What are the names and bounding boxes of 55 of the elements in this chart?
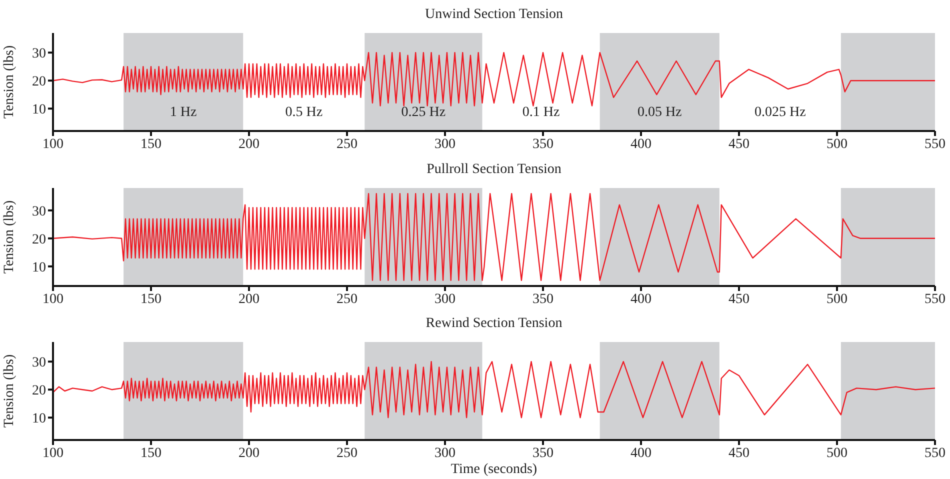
y-axis-title: Tension (lbs): [2, 200, 17, 274]
x-tick-label: 350: [532, 446, 554, 461]
x-tick-label: 350: [532, 136, 554, 152]
x-tick-label: 500: [826, 446, 848, 461]
x-tick-label: 300: [434, 292, 456, 307]
y-tick-label: 30: [32, 356, 46, 371]
chart-title: Pullroll Section Tension: [426, 161, 562, 179]
annotation: 0.25 Hz: [400, 104, 447, 122]
x-axis-title: Time (seconds): [450, 462, 538, 478]
x-tick-label: 150: [140, 446, 162, 461]
line-series: [53, 193, 935, 281]
x-tick-label: 150: [140, 292, 162, 307]
x-tick-label: 450: [728, 446, 750, 461]
x-tick-label: 300: [434, 136, 456, 152]
y-tick-label: 30: [32, 204, 46, 220]
x-tick-label: 400: [630, 136, 652, 152]
x-tick-label: 250: [336, 292, 358, 307]
y-axis-title: Tension (lbs): [2, 45, 17, 119]
x-tick-label: 100: [42, 292, 64, 307]
y-tick-label: 10: [32, 260, 46, 276]
annotation: 1 Hz: [168, 104, 198, 122]
line-series: [53, 52, 935, 106]
x-tick-label: 500: [826, 136, 848, 152]
chart-title: Rewind Section Tension: [424, 315, 564, 333]
x-tick-label: 250: [336, 136, 358, 152]
x-tick-label: 550: [924, 136, 946, 152]
x-tick-label: 100: [42, 136, 64, 152]
y-tick-label: 20: [32, 74, 46, 90]
x-tick-label: 100: [42, 446, 64, 461]
y-axis-title: Tension (lbs): [2, 354, 17, 428]
x-tick-label: 450: [728, 292, 750, 307]
x-tick-label: 200: [238, 136, 260, 152]
x-tick-label: 400: [630, 446, 652, 461]
y-tick-label: 30: [32, 46, 46, 62]
y-tick-label: 20: [32, 232, 46, 248]
x-tick-label: 500: [826, 292, 848, 307]
y-tick-label: 10: [32, 412, 46, 427]
annotation: 0.1 Hz: [521, 104, 561, 122]
x-tick-label: 550: [924, 292, 946, 307]
annotation: 0.05 Hz: [636, 104, 683, 122]
x-tick-label: 300: [434, 446, 456, 461]
chart-title: Unwind Section Tension: [424, 6, 564, 24]
line-series: [53, 361, 935, 418]
x-tick-label: 200: [238, 446, 260, 461]
annotation: 0.025 Hz: [753, 104, 807, 122]
annotation: 0.5 Hz: [284, 104, 324, 122]
y-tick-label: 10: [32, 102, 46, 118]
y-tick-label: 20: [32, 384, 46, 399]
x-tick-label: 250: [336, 446, 358, 461]
x-tick-label: 400: [630, 292, 652, 307]
x-tick-label: 550: [924, 446, 946, 461]
x-tick-label: 200: [238, 292, 260, 307]
x-tick-label: 450: [728, 136, 750, 152]
x-tick-label: 150: [140, 136, 162, 152]
x-tick-label: 350: [532, 292, 554, 307]
